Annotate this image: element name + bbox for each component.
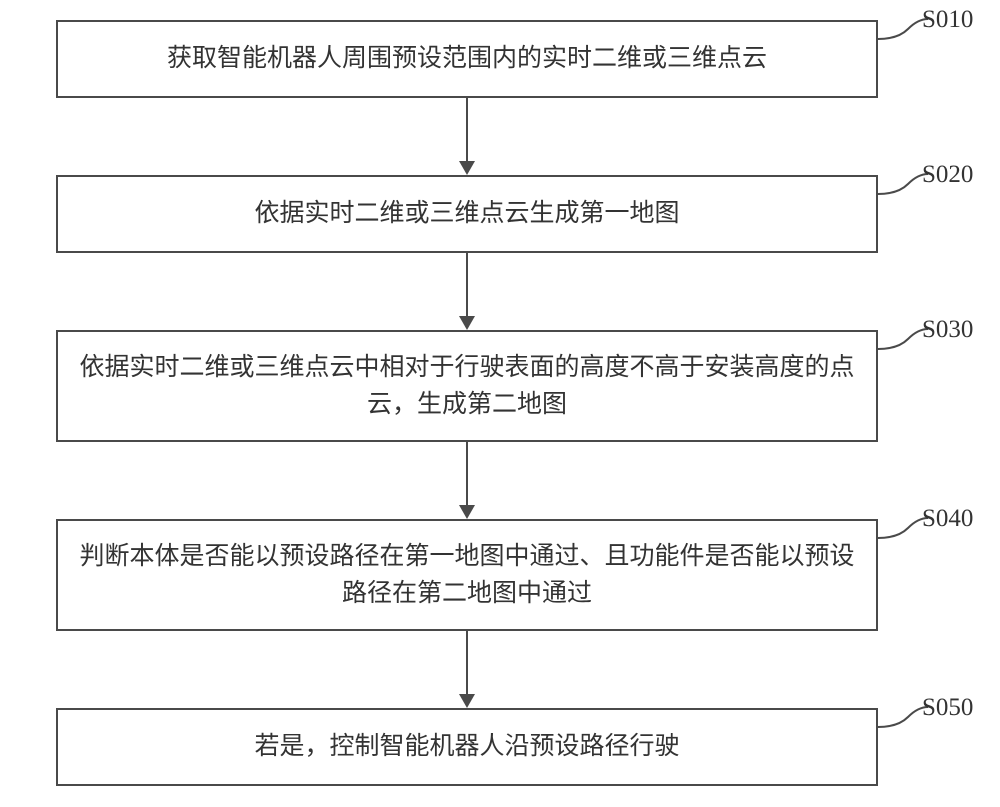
step-label-s030: S030	[922, 316, 973, 344]
arrow-4-head	[459, 694, 475, 708]
step-box-s050: 若是，控制智能机器人沿预设路径行驶	[56, 708, 878, 786]
arrow-3-line	[466, 442, 468, 505]
arrow-3-head	[459, 505, 475, 519]
step-text-s050: 若是，控制智能机器人沿预设路径行驶	[254, 728, 679, 766]
arrow-2-head	[459, 316, 475, 330]
step-text-s010: 获取智能机器人周围预设范围内的实时二维或三维点云	[167, 40, 767, 78]
step-box-s040: 判断本体是否能以预设路径在第一地图中通过、且功能件是否能以预设路径在第二地图中通…	[56, 519, 878, 631]
step-box-s030: 依据实时二维或三维点云中相对于行驶表面的高度不高于安装高度的点云，生成第二地图	[56, 330, 878, 442]
arrow-1-head	[459, 161, 475, 175]
flowchart-canvas: 获取智能机器人周围预设范围内的实时二维或三维点云 S010 依据实时二维或三维点…	[0, 0, 1000, 807]
arrow-1-line	[466, 98, 468, 161]
step-label-s020: S020	[922, 161, 973, 189]
step-label-s040: S040	[922, 505, 973, 533]
arrow-4-line	[466, 631, 468, 694]
step-text-s030: 依据实时二维或三维点云中相对于行驶表面的高度不高于安装高度的点云，生成第二地图	[78, 349, 856, 424]
step-box-s010: 获取智能机器人周围预设范围内的实时二维或三维点云	[56, 20, 878, 98]
step-box-s020: 依据实时二维或三维点云生成第一地图	[56, 175, 878, 253]
step-label-s010: S010	[922, 6, 973, 34]
step-text-s040: 判断本体是否能以预设路径在第一地图中通过、且功能件是否能以预设路径在第二地图中通…	[78, 538, 856, 613]
arrow-2-line	[466, 253, 468, 316]
step-text-s020: 依据实时二维或三维点云生成第一地图	[254, 195, 679, 233]
step-label-s050: S050	[922, 694, 973, 722]
